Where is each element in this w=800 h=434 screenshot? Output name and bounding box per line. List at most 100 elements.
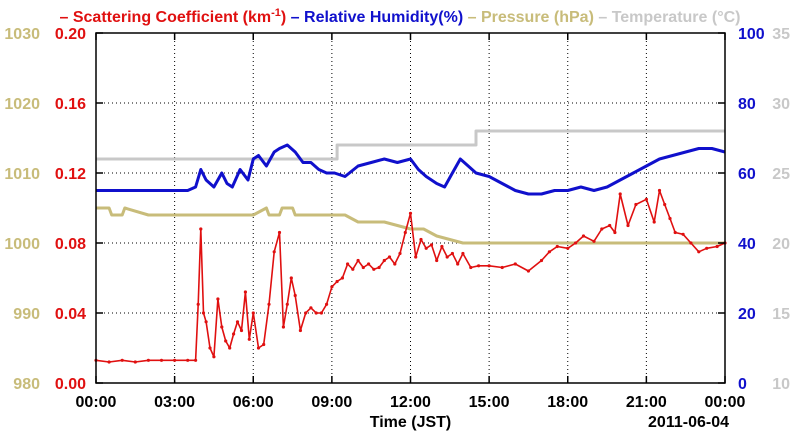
data-point-scattering	[204, 320, 208, 324]
axis-scattering: 0.00 0.04 0.08 0.12 0.16 0.20	[55, 26, 86, 393]
date-label: 2011-06-04	[648, 414, 729, 431]
data-point-scattering	[293, 293, 297, 298]
data-point-scattering	[228, 346, 232, 350]
series-layer	[94, 129, 727, 364]
data-point-scattering	[618, 192, 622, 196]
data-point-scattering	[634, 202, 638, 207]
data-point-scattering	[289, 276, 293, 280]
data-point-scattering	[663, 202, 667, 207]
data-point-scattering	[186, 358, 190, 362]
data-point-scattering	[469, 265, 473, 270]
data-point-scattering	[574, 241, 578, 245]
data-point-scattering	[419, 237, 423, 242]
x-tick-label: 15:00	[469, 394, 510, 411]
axis-temperature: 10 15 20 25 30 35	[772, 26, 790, 393]
data-point-scattering	[272, 250, 276, 254]
axis-temperature-tick-label: 25	[772, 166, 790, 183]
data-point-scattering	[581, 234, 586, 238]
data-point-scattering	[513, 262, 517, 266]
data-point-scattering	[330, 285, 334, 289]
axis-temperature-tick-label: 15	[772, 306, 790, 323]
data-point-scattering	[377, 265, 381, 270]
data-point-scattering	[235, 320, 240, 324]
data-point-scattering	[429, 243, 434, 247]
data-point-scattering	[199, 227, 203, 231]
data-point-scattering	[232, 332, 236, 336]
data-point-scattering	[107, 360, 111, 364]
series-line-pressure	[96, 206, 725, 245]
data-point-scattering	[304, 311, 308, 315]
axis-temperature-tick-label: 35	[772, 26, 790, 43]
axis-scattering-tick-label: 0.16	[55, 96, 86, 113]
data-point-scattering	[408, 211, 413, 215]
axis-pressure: 980 990 1000 1010 1020 1030	[4, 26, 40, 393]
data-point-scattering	[600, 227, 604, 231]
axis-scattering-tick-label: 0.20	[55, 26, 86, 43]
data-point-scattering	[361, 265, 365, 270]
data-point-scattering	[277, 230, 282, 235]
data-point-scattering	[120, 358, 124, 362]
data-point-scattering	[668, 216, 672, 221]
data-point-scattering	[657, 188, 662, 193]
axis-humidity-tick-label: 60	[738, 166, 756, 183]
axis-humidity: 0 20 40 60 80 100	[738, 26, 765, 393]
data-point-scattering	[239, 328, 244, 333]
data-point-scattering	[281, 325, 285, 329]
data-point-scattering	[247, 337, 251, 341]
axis-temperature-tick-label: 10	[772, 376, 790, 393]
axis-pressure-tick-label: 1030	[4, 26, 40, 43]
axis-pressure-tick-label: 1010	[4, 166, 40, 183]
legend-entry: – Pressure (hPa)	[463, 9, 594, 26]
data-point-scattering	[435, 258, 439, 263]
data-point-scattering	[592, 239, 596, 243]
legend: – Scattering Coefficient (km-1) – Relati…	[60, 7, 741, 26]
data-point-scattering	[340, 276, 344, 280]
data-point-scattering	[566, 246, 570, 250]
axis-temperature-tick-label: 30	[772, 96, 790, 113]
data-point-scattering	[705, 246, 709, 250]
axis-temperature-tick-label: 20	[772, 236, 790, 253]
series-line-temperature	[96, 129, 725, 161]
data-point-scattering	[403, 230, 407, 235]
data-point-scattering	[212, 355, 216, 359]
data-point-scattering	[356, 258, 360, 263]
axis-scattering-tick-label: 0.04	[55, 306, 86, 323]
data-point-scattering	[335, 279, 339, 284]
axis-humidity-tick-label: 80	[738, 96, 756, 113]
data-point-scattering	[267, 302, 271, 306]
data-point-scattering	[626, 223, 630, 228]
data-point-scattering	[285, 302, 289, 306]
data-point-scattering	[382, 258, 386, 263]
data-point-scattering	[372, 267, 376, 271]
data-point-scattering	[208, 346, 212, 350]
axis-pressure-tick-label: 990	[13, 306, 40, 323]
data-point-scattering	[393, 262, 397, 266]
data-point-scattering	[351, 267, 355, 271]
data-point-scattering	[487, 264, 491, 268]
data-point-scattering	[196, 302, 200, 306]
axis-scattering-tick-label: 0.00	[55, 376, 86, 393]
data-point-scattering	[555, 244, 559, 249]
legend-superscript: -1	[271, 7, 281, 19]
legend-entry: – Relative Humidity(%)	[286, 9, 463, 26]
data-point-scattering	[526, 269, 531, 273]
data-point-scattering	[262, 342, 266, 347]
axis-pressure-tick-label: 980	[13, 376, 40, 393]
data-point-scattering	[456, 262, 460, 266]
data-point-scattering	[159, 358, 164, 362]
data-point-scattering	[346, 262, 350, 266]
data-point-scattering	[319, 311, 323, 315]
data-point-scattering	[445, 255, 449, 259]
axis-scattering-tick-label: 0.12	[55, 166, 86, 183]
data-point-scattering	[256, 346, 261, 350]
data-point-scattering	[298, 328, 302, 333]
data-point-scattering	[424, 246, 428, 250]
data-point-scattering	[652, 220, 656, 224]
data-point-scattering	[414, 255, 418, 259]
data-point-scattering	[387, 255, 392, 259]
legend-entry: – Temperature (°C)	[594, 9, 741, 26]
data-point-scattering	[461, 251, 465, 256]
data-point-scattering	[216, 297, 220, 301]
axis-humidity-tick-label: 20	[738, 306, 756, 323]
